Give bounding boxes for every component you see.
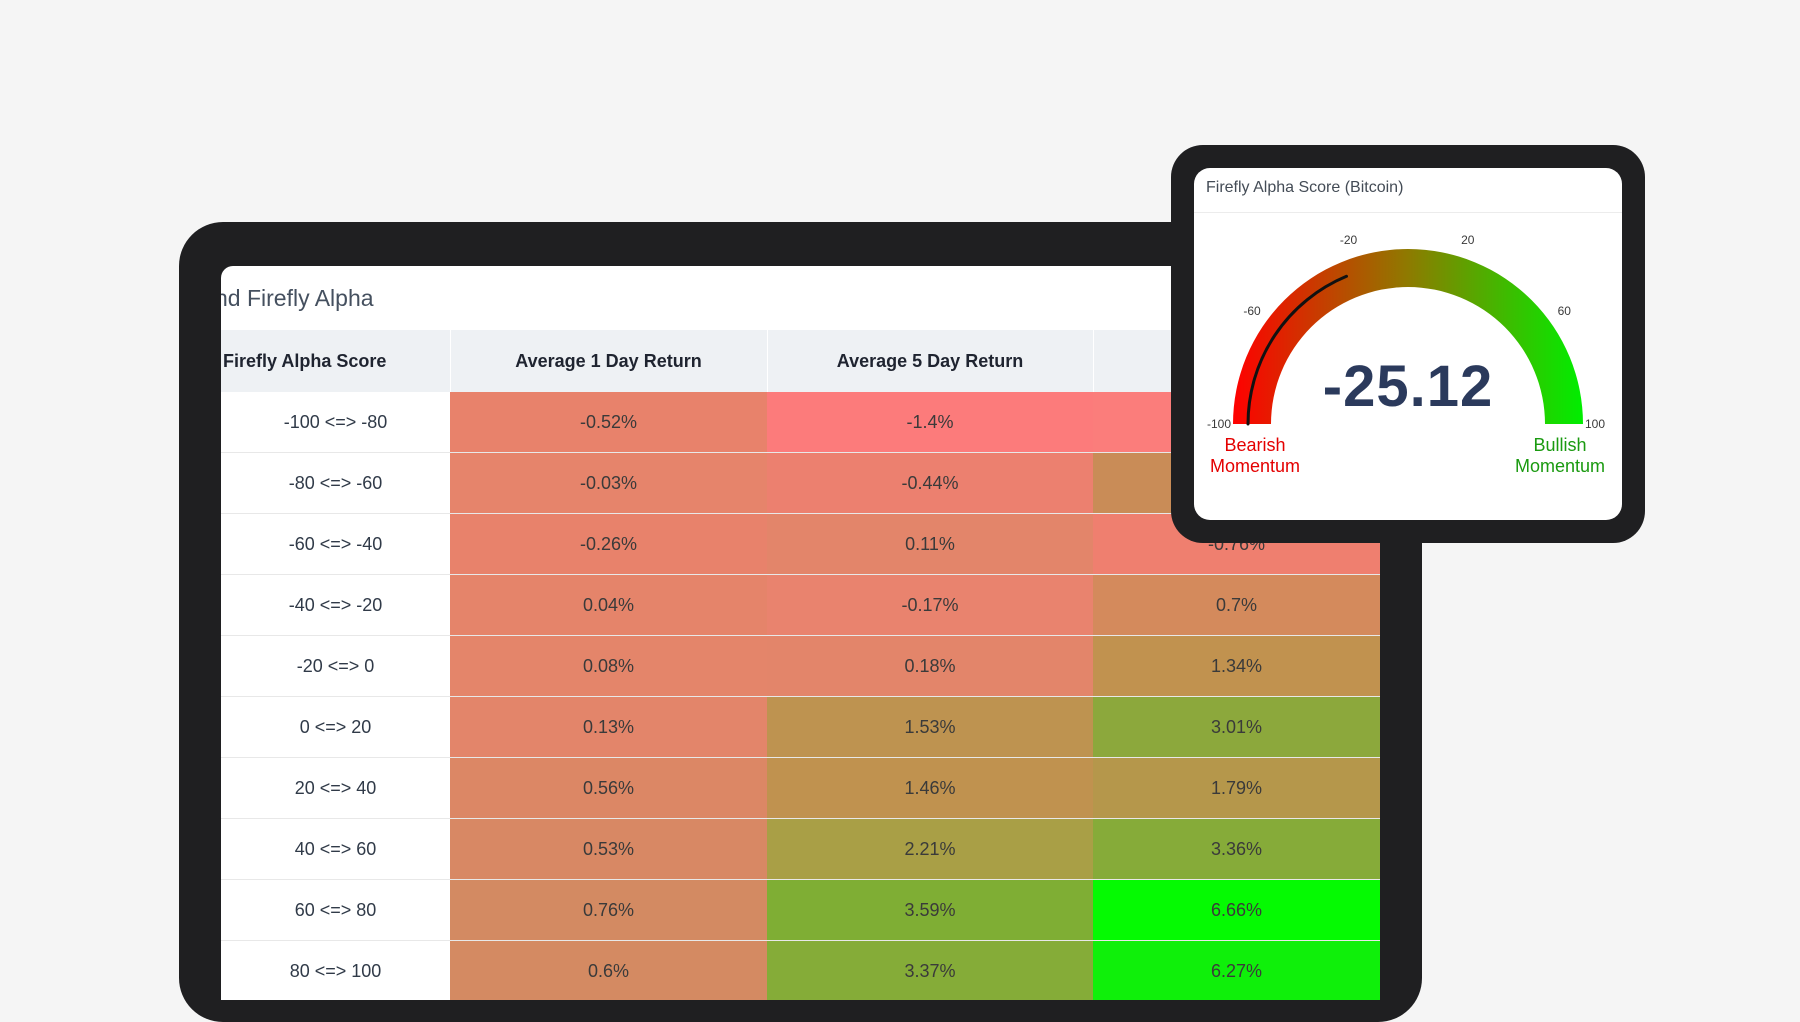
gauge-needle [1246, 274, 1348, 426]
return-cell: 0.6% [450, 940, 767, 1000]
return-cell: 1.79% [1093, 757, 1380, 819]
gauge-tick-label: -20 [1339, 233, 1358, 248]
score-range-cell: -60 <=> -40 [221, 513, 450, 575]
bearish-label-line: Momentum [1209, 456, 1301, 476]
gauge-divider [1194, 212, 1622, 213]
page-title: nd Firefly Alpha [221, 285, 374, 311]
score-range-cell: 0 <=> 20 [221, 696, 450, 758]
gauge-value: -25.12 [1322, 354, 1494, 419]
return-cell: 1.53% [767, 696, 1093, 758]
table-row: -20 <=> 0 0.08% 0.18% 1.34% [221, 635, 1380, 697]
return-cell: 3.36% [1093, 818, 1380, 880]
return-cell: 0.53% [450, 818, 767, 880]
bearish-label-line: Bearish [1224, 435, 1286, 455]
gauge-tick-label: -60 [1243, 303, 1261, 318]
return-cell: -0.52% [450, 392, 767, 453]
return-cell: 0.04% [450, 574, 767, 636]
gauge-tick-label: -100 [1207, 417, 1232, 431]
return-cell: 3.01% [1093, 696, 1380, 758]
return-cell: 0.08% [450, 635, 767, 697]
return-cell: 0.11% [767, 513, 1093, 575]
return-cell: 0.7% [1093, 574, 1380, 636]
gauge-card: Firefly Alpha Score (Bitcoin) -100 -60 -20… [1171, 145, 1645, 543]
gauge-title: Firefly Alpha Score (Bitcoin) [1206, 179, 1404, 196]
gauge-band [1233, 249, 1583, 424]
return-cell: -0.17% [767, 574, 1093, 636]
score-range-cell: 40 <=> 60 [221, 818, 450, 880]
table-row: 20 <=> 40 0.56% 1.46% 1.79% [221, 757, 1380, 819]
return-cell: 0.56% [450, 757, 767, 819]
table-row: 80 <=> 100 0.6% 3.37% 6.27% [221, 940, 1380, 1000]
return-cell: 1.34% [1093, 635, 1380, 697]
return-cell: 1.46% [767, 757, 1093, 819]
header-1day[interactable]: Average 1 Day Return [450, 330, 768, 392]
gauge-dial [1233, 249, 1583, 426]
header-5day[interactable]: Average 5 Day Return [767, 330, 1094, 392]
gauge-tick-label: 60 [1557, 303, 1571, 318]
return-cell: -1.4% [767, 392, 1093, 453]
gauge-tick-label: 20 [1461, 233, 1475, 248]
score-range-cell: -100 <=> -80 [221, 392, 450, 453]
return-cell: 3.59% [767, 879, 1093, 941]
return-cell: -0.44% [767, 452, 1093, 514]
bullish-label-line: Bullish [1533, 435, 1587, 455]
bearish-label: Bearish Momentum [1200, 435, 1310, 477]
score-range-cell: 80 <=> 100 [221, 940, 450, 1000]
score-range-cell: 60 <=> 80 [221, 879, 450, 941]
score-range-cell: -20 <=> 0 [221, 635, 450, 697]
return-cell: 6.27% [1093, 940, 1380, 1000]
score-range-cell: -40 <=> -20 [221, 574, 450, 636]
score-range-cell: 20 <=> 40 [221, 757, 450, 819]
return-cell: 6.66% [1093, 879, 1380, 941]
header-score[interactable]: Firefly Alpha Score [221, 330, 451, 392]
table-row: -40 <=> -20 0.04% -0.17% 0.7% [221, 574, 1380, 636]
bullish-label: Bullish Momentum [1505, 435, 1615, 477]
return-cell: 2.21% [767, 818, 1093, 880]
returns-table: Firefly Alpha Score Average 1 Day Return… [221, 330, 1380, 1000]
table-row: 40 <=> 60 0.53% 2.21% 3.36% [221, 818, 1380, 880]
return-cell: -0.26% [450, 513, 767, 575]
table-row: 60 <=> 80 0.76% 3.59% 6.66% [221, 879, 1380, 941]
return-cell: -0.03% [450, 452, 767, 514]
return-cell: 0.76% [450, 879, 767, 941]
score-range-cell: -80 <=> -60 [221, 452, 450, 514]
return-cell: 0.13% [450, 696, 767, 758]
gauge-tick-label: 100 [1585, 417, 1606, 431]
return-cell: 3.37% [767, 940, 1093, 1000]
return-cell: 0.18% [767, 635, 1093, 697]
table-row: -60 <=> -40 -0.26% 0.11% -0.76% [221, 513, 1380, 575]
bullish-label-line: Momentum [1514, 456, 1606, 476]
table-row: 0 <=> 20 0.13% 1.53% 3.01% [221, 696, 1380, 758]
gauge-panel: Firefly Alpha Score (Bitcoin) -100 -60 -20… [1194, 168, 1622, 520]
